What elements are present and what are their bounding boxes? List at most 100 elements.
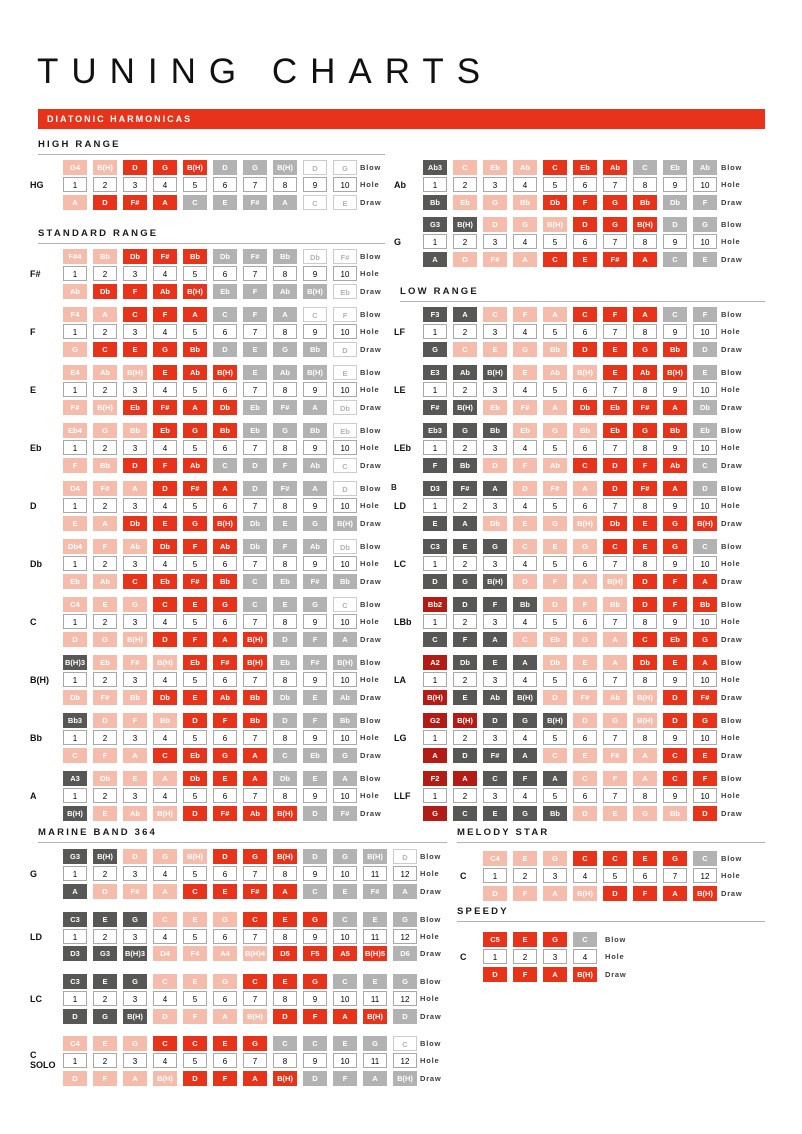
note-cell: Bb xyxy=(333,573,357,589)
note-cell: C xyxy=(273,747,297,763)
note-cell: D xyxy=(513,573,537,589)
note-cell: F# xyxy=(183,481,207,496)
key-label-ld: LD xyxy=(394,501,406,512)
blow-label: Blow xyxy=(360,252,382,261)
note-cell: B(H) xyxy=(213,515,237,531)
note-cell: C xyxy=(183,883,207,899)
note-cell: C xyxy=(663,747,687,763)
hole-cell: 10 xyxy=(333,324,357,340)
note-cell: C3 xyxy=(63,974,87,989)
note-cell: F xyxy=(573,597,597,612)
blow-label: Blow xyxy=(721,310,743,319)
blow-row: A2 Db E A Db E A Db E A xyxy=(423,655,717,670)
note-cell: G xyxy=(183,515,207,531)
key-label-la: LA xyxy=(394,675,406,686)
note-cell: G xyxy=(93,1008,117,1024)
note-cell: D3 xyxy=(63,946,87,962)
hole-cell: 10 xyxy=(333,788,357,804)
note-cell: F# xyxy=(63,399,87,415)
note-cell: G xyxy=(543,851,567,866)
note-cell: D xyxy=(243,481,267,496)
hole-cell: 6 xyxy=(213,1053,237,1069)
note-cell: Eb xyxy=(243,423,267,438)
note-cell: B(H) xyxy=(633,713,657,728)
note-cell: C xyxy=(543,160,567,175)
note-cell: C xyxy=(93,341,117,357)
draw-label: Draw xyxy=(721,576,743,586)
note-cell: E xyxy=(303,771,327,786)
hole-cell: 8 xyxy=(273,991,297,1007)
key-label-llf: LLF xyxy=(394,791,411,802)
note-cell: D xyxy=(483,966,507,982)
hole-cell: 3 xyxy=(483,730,507,746)
hole-row: 1 2 3 4 5 6 7 8 9 10 xyxy=(63,382,357,398)
draw-row: D G B(H) D F A B(H) D F A xyxy=(423,573,717,589)
note-cell: Db4 xyxy=(63,539,87,554)
hole-cell: 6 xyxy=(213,440,237,456)
note-cell: A xyxy=(483,481,507,496)
note-cell: F# xyxy=(213,655,237,670)
section-title-marine-band-364: MARINE BAND 364 xyxy=(38,827,158,838)
note-cell: Db xyxy=(633,655,657,670)
note-cell: E xyxy=(153,515,177,531)
hole-cell: 2 xyxy=(93,928,117,944)
blow-row: C3 E G C E G C E G C xyxy=(423,539,717,554)
note-cell: C xyxy=(603,539,627,554)
note-cell: F# xyxy=(273,481,297,496)
hole-cell: 2 xyxy=(93,498,117,514)
note-cell: Db xyxy=(273,689,297,705)
note-cell: F xyxy=(243,307,267,322)
key-label-f: F xyxy=(30,327,36,338)
hole-cell: 3 xyxy=(123,177,147,193)
note-cell: A xyxy=(633,307,657,322)
note-cell: Bb xyxy=(243,689,267,705)
note-cell: D xyxy=(123,160,147,175)
note-cell: G xyxy=(273,423,297,438)
hole-cell: 5 xyxy=(543,440,567,456)
note-cell: Bb xyxy=(213,573,237,589)
hole-row: 1 2 3 4 5 6 7 8 9 10 xyxy=(423,382,717,398)
note-cell: Bb xyxy=(543,341,567,357)
note-cell: E xyxy=(153,365,177,380)
note-cell: Bb3 xyxy=(63,713,87,728)
hole-cell: 5 xyxy=(183,928,207,944)
hole-label: Hole xyxy=(420,869,440,879)
hole-cell: 5 xyxy=(183,324,207,340)
note-cell: A xyxy=(513,747,537,763)
note-cell: D xyxy=(573,805,597,821)
note-cell: D xyxy=(63,631,87,647)
draw-row: D G B(H) D F A B(H) D F A xyxy=(63,631,357,647)
note-cell: E xyxy=(453,539,477,554)
hole-cell: 11 xyxy=(363,991,387,1007)
hole-cell: 2 xyxy=(453,788,477,804)
draw-row: E A Db E G B(H) Db E G B(H) xyxy=(63,515,357,531)
note-cell: A xyxy=(123,747,147,763)
note-cell: Bb xyxy=(123,689,147,705)
hole-cell: 9 xyxy=(303,324,327,340)
note-cell: F# xyxy=(123,655,147,670)
note-cell: E xyxy=(483,805,507,821)
note-cell: Eb xyxy=(183,747,207,763)
hole-cell: 10 xyxy=(333,440,357,456)
hole-cell: 6 xyxy=(213,324,237,340)
note-cell: F# xyxy=(423,399,447,415)
note-cell: B(H) xyxy=(573,515,597,531)
hole-row: 1 2 3 4 5 6 7 8 9 10 xyxy=(423,614,717,630)
hole-cell: 5 xyxy=(543,730,567,746)
note-cell: D xyxy=(693,341,717,357)
hole-cell: 9 xyxy=(663,382,687,398)
note-cell: C xyxy=(573,771,597,786)
blow-label: Blow xyxy=(360,774,382,783)
note-cell: Ab xyxy=(453,365,477,380)
note-cell: G xyxy=(453,573,477,589)
note-cell: D xyxy=(273,631,297,647)
note-cell: B(H) xyxy=(273,849,297,864)
draw-row: G C E G Bb D E G Bb D xyxy=(423,805,717,821)
note-cell: E xyxy=(663,655,687,670)
hole-cell: 6 xyxy=(573,498,597,514)
note-cell: D xyxy=(483,457,507,473)
note-cell: A xyxy=(363,1070,387,1086)
note-cell: G xyxy=(123,974,147,989)
note-cell: A xyxy=(663,481,687,496)
note-cell: E xyxy=(273,974,297,989)
